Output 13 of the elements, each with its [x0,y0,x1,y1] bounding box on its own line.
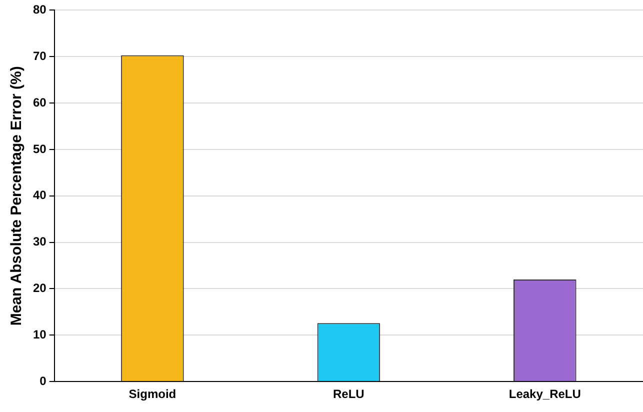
x-tick-label: Sigmoid [128,387,176,402]
y-tick-label: 40 [32,188,47,202]
y-tick-label: 60 [32,95,47,110]
x-tick-label: Leaky_ReLU [508,387,581,402]
y-tick-label: 50 [32,142,47,156]
y-tick-label: 10 [32,327,47,342]
y-tick-label: 70 [32,48,47,63]
y-tick-label: 30 [32,234,47,249]
y-tick-label: 80 [32,2,47,17]
y-axis-title: Mean Absolute Percentage Error (%) [8,66,26,326]
x-tick-label: ReLU [333,387,364,402]
y-tick-label: 20 [32,281,47,296]
y-tick-label: 0 [40,374,47,388]
